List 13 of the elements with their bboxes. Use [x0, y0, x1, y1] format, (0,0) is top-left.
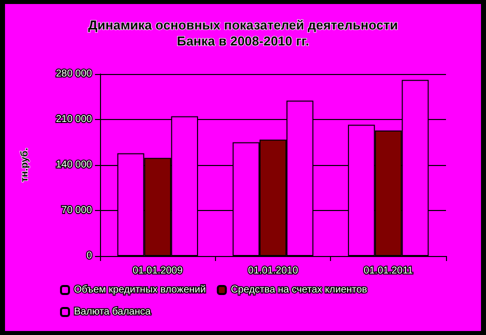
legend-label: Валюта баланса: [74, 306, 152, 318]
y-axis-title: тн.руб.: [20, 148, 30, 182]
legend-label: Средства на счетах клиентов: [230, 284, 368, 296]
y-tick-label: 0: [86, 250, 92, 262]
x-tick-label: 01.01.2011: [364, 266, 414, 276]
x-tick-label: 01.01.2009: [132, 266, 184, 276]
y-tick-label: 70 000: [61, 205, 92, 216]
y-tick-label: 280 000: [56, 68, 92, 80]
legend-label: Объем кредитных вложений: [74, 284, 206, 296]
y-tick-label: 140 000: [56, 160, 92, 170]
x-tick-label: 01.01.2010: [248, 266, 298, 276]
y-tick-label: 210 000: [56, 114, 92, 125]
chart-title: Динамика основных показателей деятельности Банка в 2008-2010 гг.: [88, 18, 398, 48]
